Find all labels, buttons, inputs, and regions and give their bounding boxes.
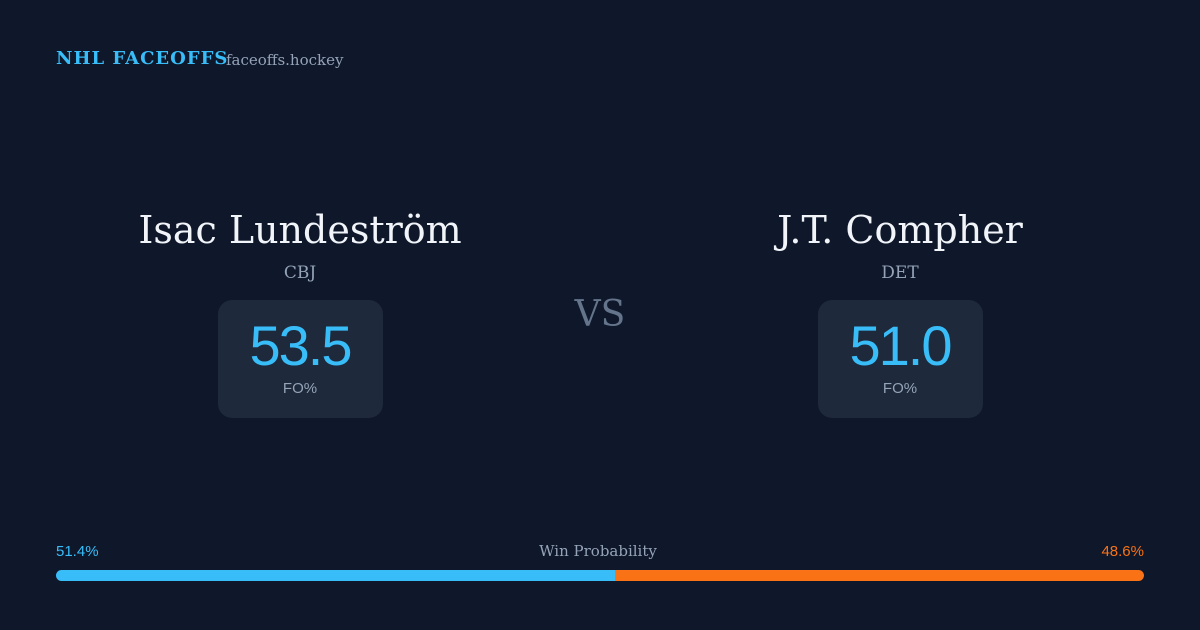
player-name: Isac Lundeström [138, 208, 462, 252]
bar-segment [56, 570, 616, 581]
versus: VS [574, 294, 626, 335]
probability-bar [56, 570, 1144, 581]
stat-label: FO% [282, 380, 318, 397]
player-card: Isac Lundeström CBJ 53.5 FO% [50, 200, 550, 418]
site-name: faceoffs.hockey [226, 51, 344, 69]
stat-value: 53.5 [249, 314, 353, 377]
player-name: J.T. Compher [777, 208, 1023, 252]
stat-label: FO% [882, 380, 918, 397]
stat-box: 53.5 FO% [217, 300, 383, 418]
team: CBJ [283, 263, 317, 283]
player-card: J.T. Compher DET 51.0 FO% [650, 200, 1150, 418]
stat-box: 51.0 FO% [817, 300, 983, 418]
probability-title: Win Probability [539, 542, 657, 560]
stat-value: 51.0 [849, 314, 953, 377]
left-probability: 51.4% [56, 543, 99, 560]
team: DET [881, 263, 919, 283]
brand: NHL FACEOFFS [56, 48, 229, 69]
right-probability: 48.6% [1101, 543, 1144, 560]
bar-segment [615, 570, 1144, 581]
